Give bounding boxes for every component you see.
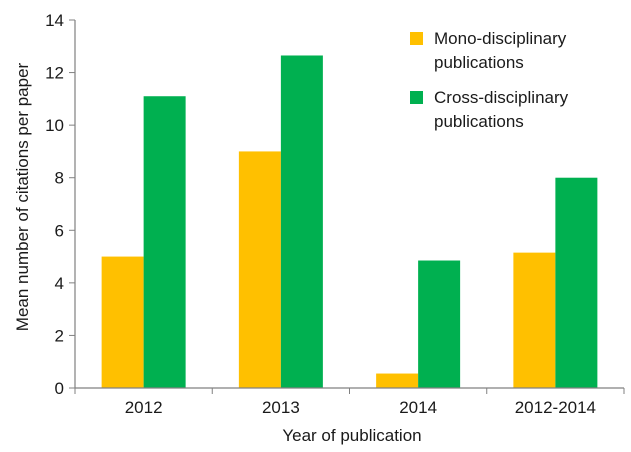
bar-cross-2014 (418, 260, 461, 388)
y-tick-label: 6 (55, 221, 64, 240)
y-tick-label: 14 (45, 11, 64, 30)
bar-mono-2013 (238, 151, 281, 388)
y-tick-label: 12 (45, 64, 64, 83)
y-tick-label: 8 (55, 169, 64, 188)
legend-label-cross: Cross-disciplinary publications (434, 88, 569, 131)
y-tick-label: 0 (55, 379, 64, 398)
legend: Mono-disciplinary publicationsCross-disci… (410, 29, 569, 131)
x-axis-ticks: 2012 2013 2014 2012-2014 (74, 388, 625, 417)
bar-mono-2014 (376, 373, 419, 388)
legend-swatch-mono (410, 32, 423, 45)
legend-swatch-cross (410, 91, 423, 104)
y-axis-ticks: 0 2 4 6 8 10 12 14 (45, 11, 75, 398)
x-tick-label: 2012 (125, 398, 163, 417)
y-axis-title: Mean number of citations per paper (13, 62, 32, 331)
bar-cross-2013 (280, 55, 323, 388)
y-tick-label: 2 (55, 326, 64, 345)
bar-cross-2012-2014 (555, 177, 598, 388)
y-tick-label: 4 (55, 274, 64, 293)
legend-label-line: Mono-disciplinary (434, 29, 567, 48)
bars (101, 55, 598, 388)
legend-label-line: Cross-disciplinary (434, 88, 569, 107)
x-tick-label: 2014 (399, 398, 437, 417)
x-axis-title: Year of publication (282, 426, 421, 445)
bar-cross-2012 (143, 96, 186, 388)
x-tick-label: 2012-2014 (515, 398, 596, 417)
legend-label-line: publications (434, 112, 524, 131)
legend-label-mono: Mono-disciplinary publications (434, 29, 567, 72)
legend-label-line: publications (434, 53, 524, 72)
bar-mono-2012-2014 (513, 252, 556, 388)
y-tick-label: 10 (45, 116, 64, 135)
x-tick-label: 2013 (262, 398, 300, 417)
bar-mono-2012 (101, 256, 144, 388)
